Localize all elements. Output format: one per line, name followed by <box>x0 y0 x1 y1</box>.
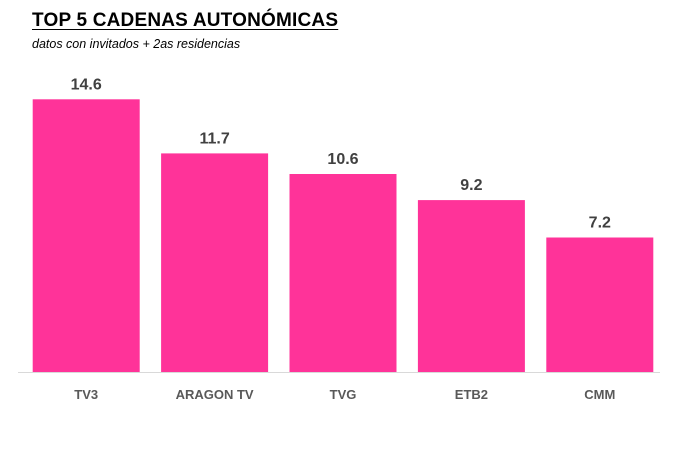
category-label: CMM <box>584 387 615 402</box>
category-label: ARAGON TV <box>176 387 254 402</box>
value-label: 11.7 <box>199 130 229 147</box>
value-label: 14.6 <box>71 76 102 93</box>
category-label: ETB2 <box>455 387 488 402</box>
category-label: TVG <box>330 387 357 402</box>
bar-tv3 <box>32 99 140 373</box>
bars-group <box>32 99 654 373</box>
value-label: 9.2 <box>460 177 482 194</box>
bar-cmm <box>546 237 654 372</box>
bar-tvg <box>289 174 397 372</box>
bar-etb2 <box>417 200 525 372</box>
chart-subtitle: datos con invitados + 2as residencias <box>32 37 241 51</box>
value-label: 7.2 <box>589 215 611 232</box>
chart-title: TOP 5 CADENAS AUTONÓMICAS <box>32 10 339 31</box>
category-labels-group: TV3 ARAGON TV TVG ETB2 CMM <box>74 387 615 402</box>
value-labels-group: 14.6 11.7 10.6 9.2 7.2 <box>71 76 611 231</box>
bar-aragon-tv <box>161 153 269 372</box>
value-label: 10.6 <box>327 151 358 168</box>
category-label: TV3 <box>74 387 98 402</box>
